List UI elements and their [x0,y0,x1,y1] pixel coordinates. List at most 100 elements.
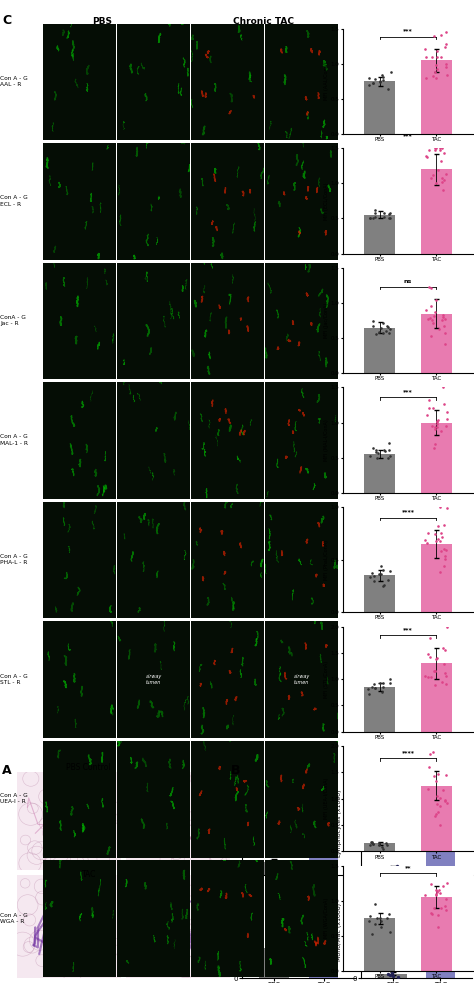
Point [432,70,439,86]
Point [429,400,437,416]
Point [371,202,379,217]
Y-axis label: MFI (UEA-I/ConA): MFI (UEA-I/ConA) [324,779,329,820]
Point [440,772,448,787]
Point [441,172,448,188]
Point [425,392,433,408]
Point [275,856,283,873]
Point [424,646,431,662]
Point [425,279,433,295]
Point [431,664,439,679]
Point [426,311,434,326]
Text: ConA - G
Jac - R: ConA - G Jac - R [0,315,27,326]
Point [365,70,373,86]
Point [374,445,382,461]
Text: Con A - G
UEA-I - R: Con A - G UEA-I - R [0,793,28,804]
Point [370,568,377,584]
Point [371,680,378,696]
Point [384,861,392,877]
Point [432,57,439,73]
Bar [420,664,452,731]
Point [443,411,451,427]
Point [437,787,445,803]
Point [371,205,379,221]
Point [429,168,437,184]
Point [369,318,377,334]
Text: ns: ns [404,279,412,284]
Y-axis label: MFI (ECL/ConA): MFI (ECL/ConA) [324,182,329,220]
Text: Con A - G
STL - R: Con A - G STL - R [0,673,28,685]
Point [437,564,444,580]
Point [385,435,392,451]
Point [429,315,437,330]
Point [444,875,451,891]
Point [384,572,392,588]
Point [436,885,444,900]
Bar [364,687,395,731]
Point [435,321,443,337]
Point [384,81,392,96]
Point [439,379,447,395]
Point [389,968,397,983]
Point [375,566,383,582]
Point [372,441,380,457]
Point [386,670,393,686]
Bar [309,902,338,978]
Point [442,166,450,182]
Point [319,870,327,886]
Point [437,153,445,169]
Point [366,210,374,226]
Point [394,969,402,983]
Point [438,174,446,190]
Text: ****: **** [408,880,426,889]
Bar [420,169,452,254]
Point [432,676,439,692]
Point [368,926,376,942]
Y-axis label: MFI (Jac/ConA): MFI (Jac/ConA) [324,303,329,338]
Point [370,573,377,589]
Point [439,307,447,322]
Point [434,162,442,178]
Bar [364,327,395,374]
Point [439,309,447,324]
Point [438,530,446,546]
Point [376,324,383,340]
Point [433,49,440,65]
Text: TAC: TAC [82,870,96,879]
Text: ***: *** [403,133,413,139]
Point [433,888,440,903]
Bar [420,544,452,612]
Point [434,907,442,923]
Point [381,577,388,593]
Point [372,209,379,225]
Point [431,526,439,542]
Point [443,60,450,76]
Point [421,533,428,549]
Point [386,320,393,336]
Point [421,668,429,684]
Point [423,407,430,423]
Point [424,525,432,541]
Point [442,792,449,808]
Point [386,675,393,691]
Point [434,61,441,77]
Point [432,534,439,549]
Point [372,444,380,460]
Point [379,840,386,856]
Point [371,676,378,692]
Text: airway
lumen: airway lumen [293,674,310,685]
Point [369,210,377,226]
Point [377,566,385,582]
Point [423,149,430,165]
Point [438,49,445,65]
Point [425,781,432,796]
Point [372,680,379,696]
Point [432,421,439,436]
Text: Con A - G
ECL - R: Con A - G ECL - R [0,196,28,206]
Point [441,396,448,412]
Point [430,28,438,43]
Point [428,418,436,434]
Point [441,793,448,809]
Bar [364,843,395,851]
Text: ****: **** [401,750,414,755]
Point [369,837,376,852]
